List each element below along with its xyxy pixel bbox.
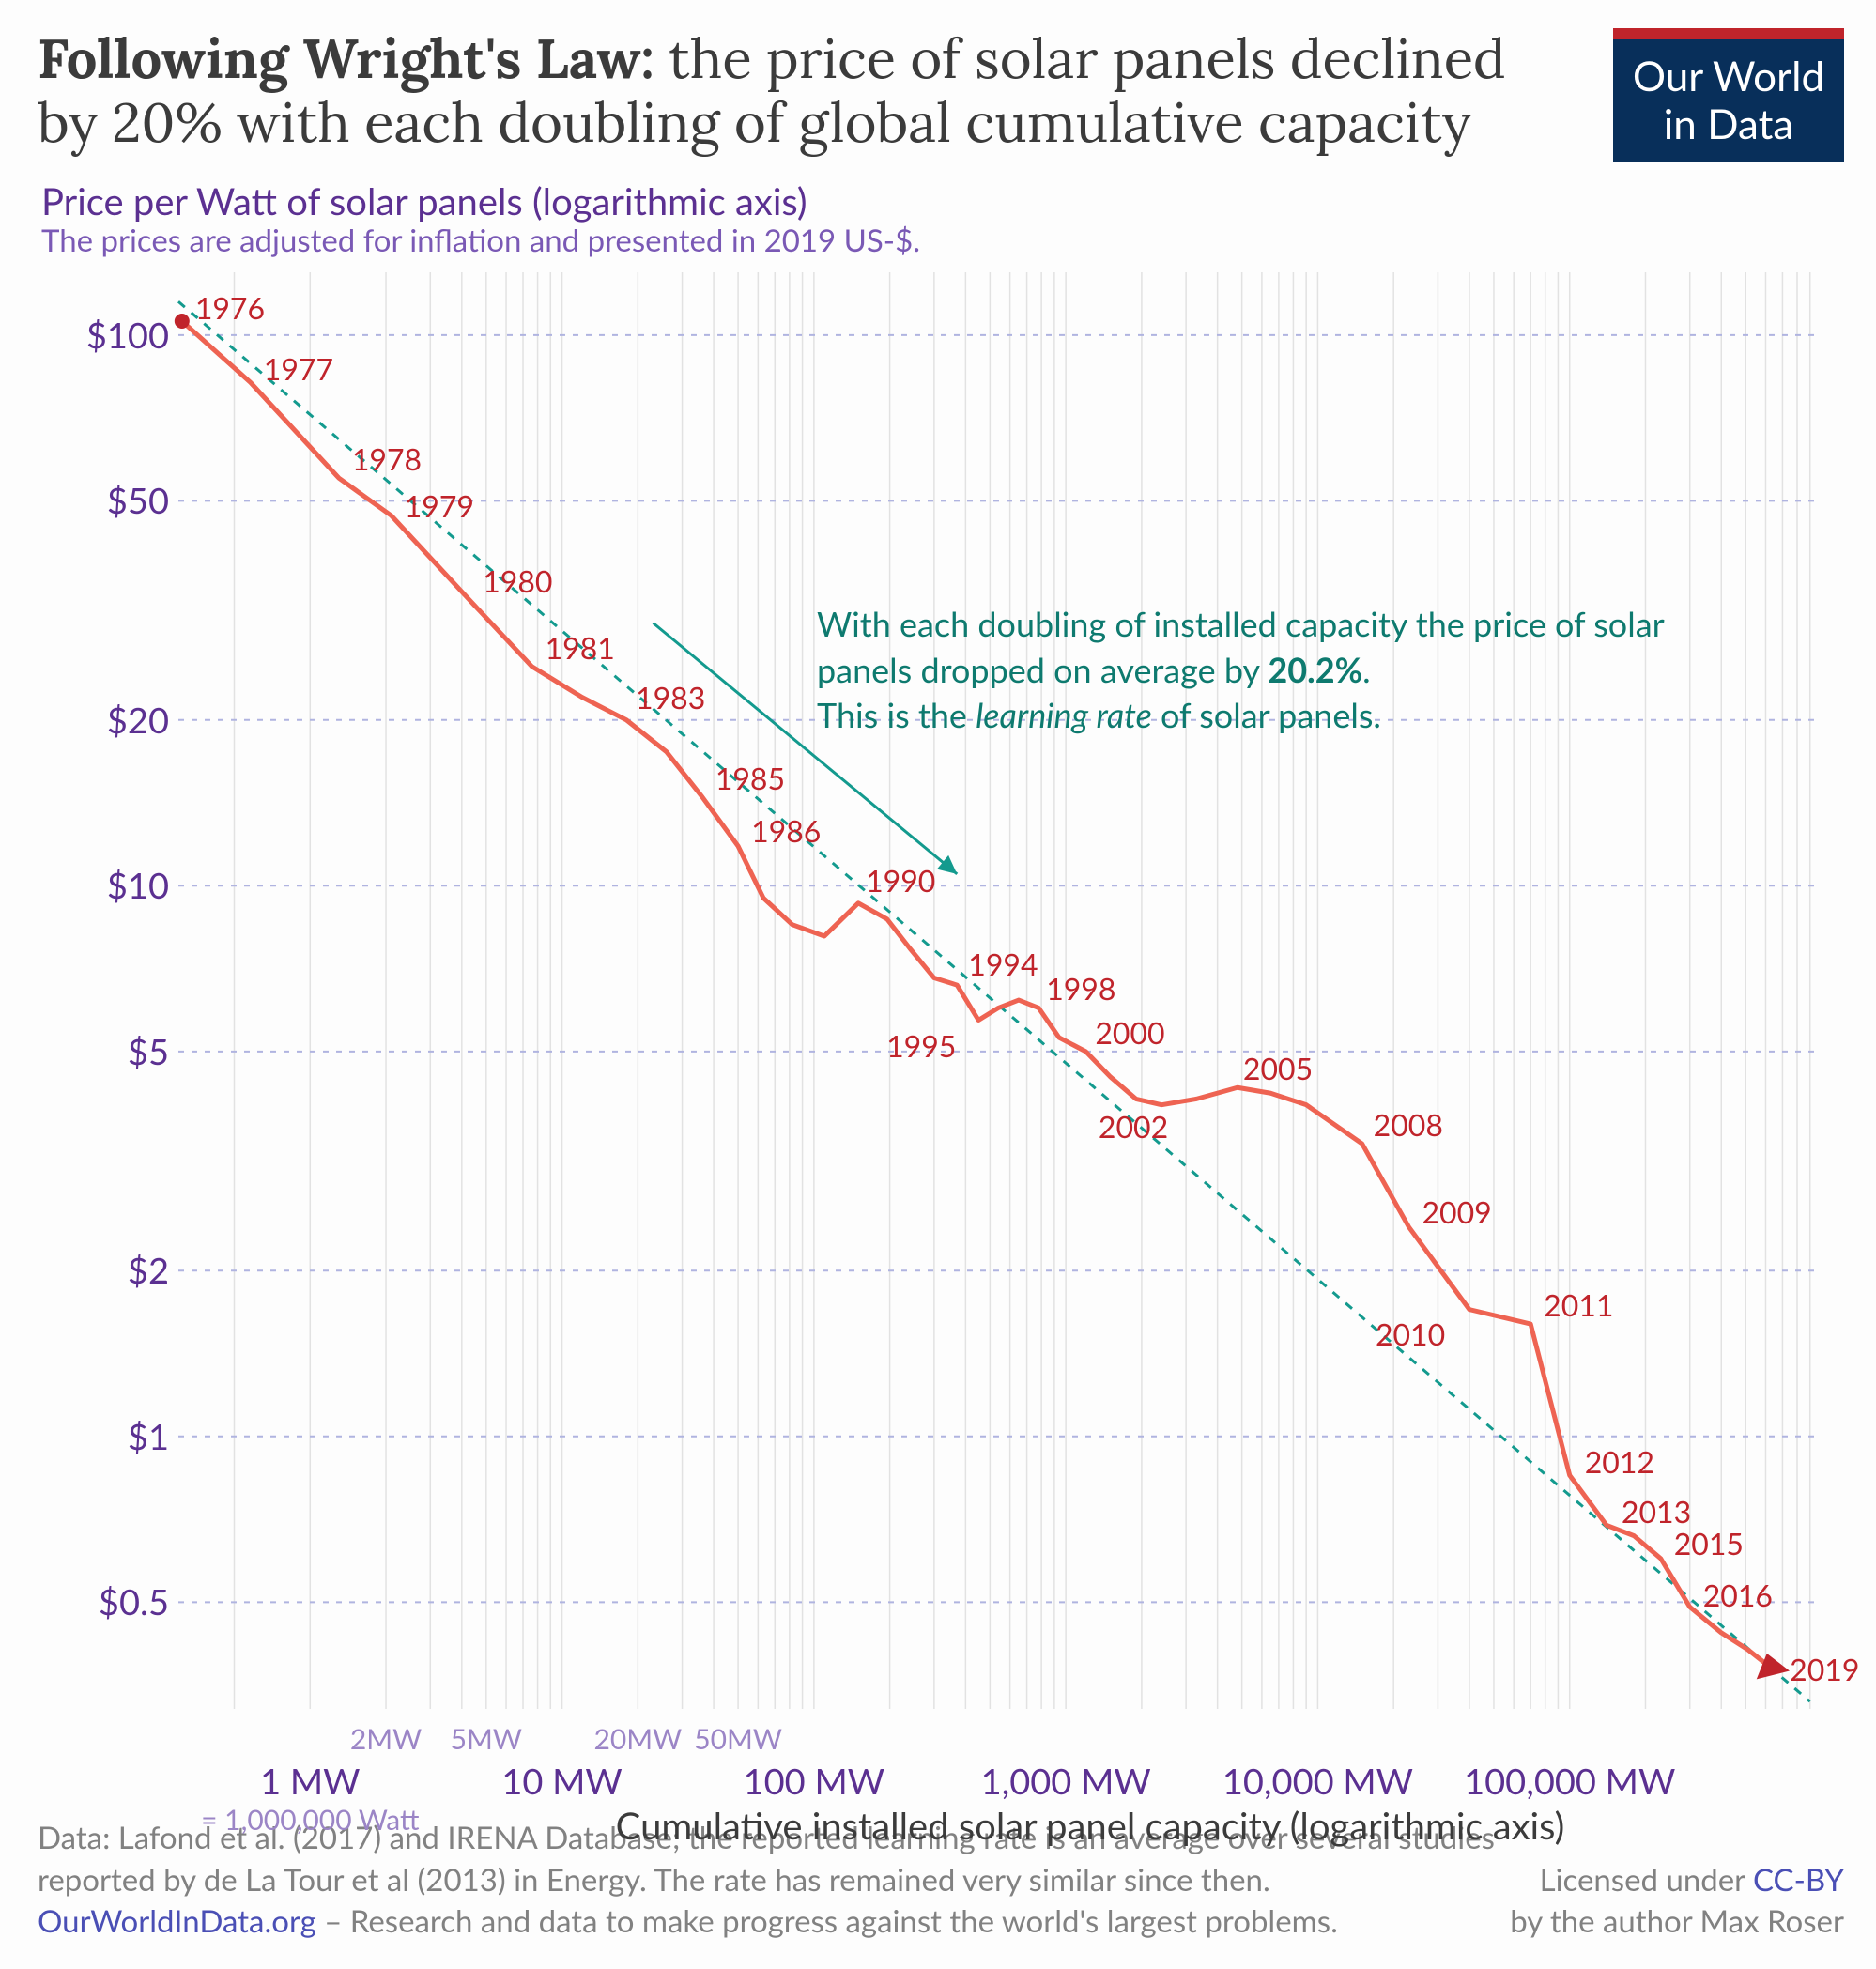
year-label: 1980 xyxy=(483,562,552,599)
y-tick-label: $2 xyxy=(47,1249,169,1292)
year-label: 1994 xyxy=(968,946,1038,982)
year-label: 1985 xyxy=(715,760,785,796)
x-tick-minor-label: 5MW xyxy=(451,1722,522,1756)
year-label: 1995 xyxy=(886,1027,956,1064)
chart-canvas xyxy=(0,0,1876,1969)
x-tick-minor-label: 20MW xyxy=(593,1722,682,1756)
x-tick-label: 10,000 MW xyxy=(1222,1760,1413,1803)
year-label: 2005 xyxy=(1243,1050,1313,1086)
y-tick-label: $100 xyxy=(47,314,169,357)
y-tick-label: $5 xyxy=(47,1030,169,1073)
x-unit-note: = 1,000,000 Watt xyxy=(201,1803,419,1837)
x-axis-label: Cumulative installed solar panel capacit… xyxy=(616,1803,1565,1848)
year-label: 1977 xyxy=(264,350,333,387)
year-label: 2012 xyxy=(1585,1443,1654,1480)
x-tick-minor-label: 50MW xyxy=(694,1722,782,1756)
learning-rate-annotation: With each doubling of installed capacity… xyxy=(817,601,1699,738)
x-tick-minor-label: 2MW xyxy=(350,1722,422,1756)
license-link[interactable]: CC-BY xyxy=(1753,1861,1844,1899)
y-tick-label: $50 xyxy=(47,479,169,522)
x-tick-label: 100 MW xyxy=(744,1760,884,1803)
year-label: 2015 xyxy=(1674,1525,1744,1561)
year-label: 1986 xyxy=(751,812,821,849)
x-tick-label: 100,000 MW xyxy=(1464,1760,1675,1803)
year-label: 2016 xyxy=(1703,1577,1773,1613)
owid-link[interactable]: OurWorldInData.org xyxy=(38,1902,316,1940)
year-label: 2010 xyxy=(1376,1315,1445,1352)
year-label: 1978 xyxy=(352,440,422,477)
year-label: 1990 xyxy=(866,862,935,899)
y-tick-label: $20 xyxy=(47,699,169,742)
y-tick-label: $10 xyxy=(47,864,169,907)
year-label: 1976 xyxy=(195,289,265,326)
x-tick-label: 1 MW xyxy=(260,1760,360,1803)
year-label: 1998 xyxy=(1046,970,1115,1007)
x-tick-label: 1,000 MW xyxy=(981,1760,1151,1803)
year-label: 1979 xyxy=(405,487,474,524)
year-label: 2000 xyxy=(1095,1014,1164,1051)
year-label: 2008 xyxy=(1374,1106,1443,1143)
year-label: 1983 xyxy=(636,679,705,715)
x-tick-label: 10 MW xyxy=(501,1760,622,1803)
year-label: 2009 xyxy=(1422,1193,1491,1230)
y-tick-label: $1 xyxy=(47,1415,169,1458)
year-label: 1981 xyxy=(546,629,615,666)
y-tick-label: $0.5 xyxy=(47,1580,169,1623)
year-label: 2011 xyxy=(1544,1286,1613,1323)
year-label: 2002 xyxy=(1099,1108,1168,1145)
year-label: 2019 xyxy=(1790,1651,1859,1687)
license-footer: Licensed under CC-BY by the author Max R… xyxy=(1510,1859,1844,1943)
